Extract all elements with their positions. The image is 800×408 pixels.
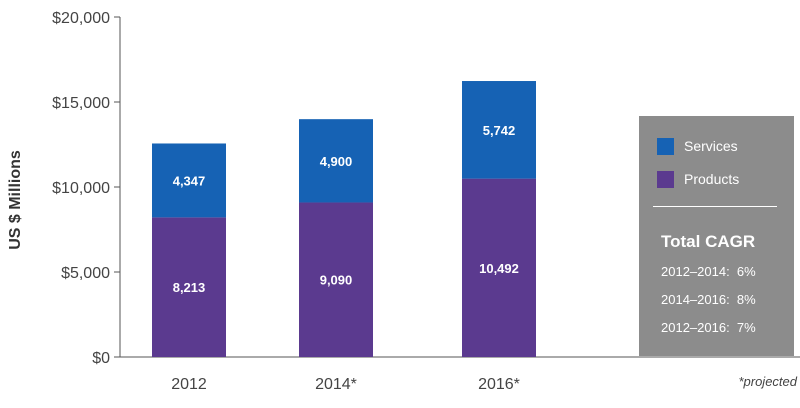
projected-footnote: *projected	[738, 374, 797, 389]
y-axis-label: US $ Millions	[7, 150, 24, 250]
x-tick-label: 2012	[171, 376, 207, 393]
cagr-item-2012-2014: 2012–2014: 6%	[661, 264, 756, 279]
legend-label-products: Products	[684, 171, 740, 187]
data-label-products: 8,213	[173, 280, 206, 295]
x-tick-label: 2014*	[315, 376, 357, 393]
cagr-title: Total CAGR	[661, 232, 756, 251]
cagr-item-2014-2016: 2014–2016: 8%	[661, 292, 756, 307]
legend-item-services: Services	[657, 137, 738, 155]
data-label-products: 10,492	[479, 261, 519, 276]
y-tick-label: $0	[92, 350, 110, 367]
bar-services-2014	[299, 119, 373, 203]
bar-services-2016	[462, 81, 536, 179]
bar-products-2016	[462, 178, 536, 357]
data-label-products: 9,090	[320, 273, 353, 288]
data-label-services: 5,742	[483, 123, 516, 138]
bar-services-2012	[152, 143, 226, 218]
data-label-services: 4,900	[320, 154, 353, 169]
legend-item-products: Products	[657, 170, 739, 188]
legend-swatch-products	[657, 170, 674, 188]
bar-products-2012	[152, 217, 226, 357]
legend-swatch-services	[657, 137, 674, 155]
bar-products-2014	[299, 202, 373, 357]
y-tick-label: $20,000	[52, 10, 110, 27]
data-label-services: 4,347	[173, 173, 206, 188]
y-tick-label: $10,000	[52, 180, 110, 197]
legend-label-services: Services	[684, 138, 738, 154]
legend-panel: Services Products Total CAGR 2012–2014: …	[639, 116, 794, 356]
y-tick-label: $15,000	[52, 95, 110, 112]
y-tick-label: $5,000	[61, 265, 110, 282]
x-tick-label: 2016*	[478, 376, 520, 393]
cagr-item-2012-2016: 2012–2016: 7%	[661, 320, 756, 335]
legend-divider	[653, 206, 777, 207]
